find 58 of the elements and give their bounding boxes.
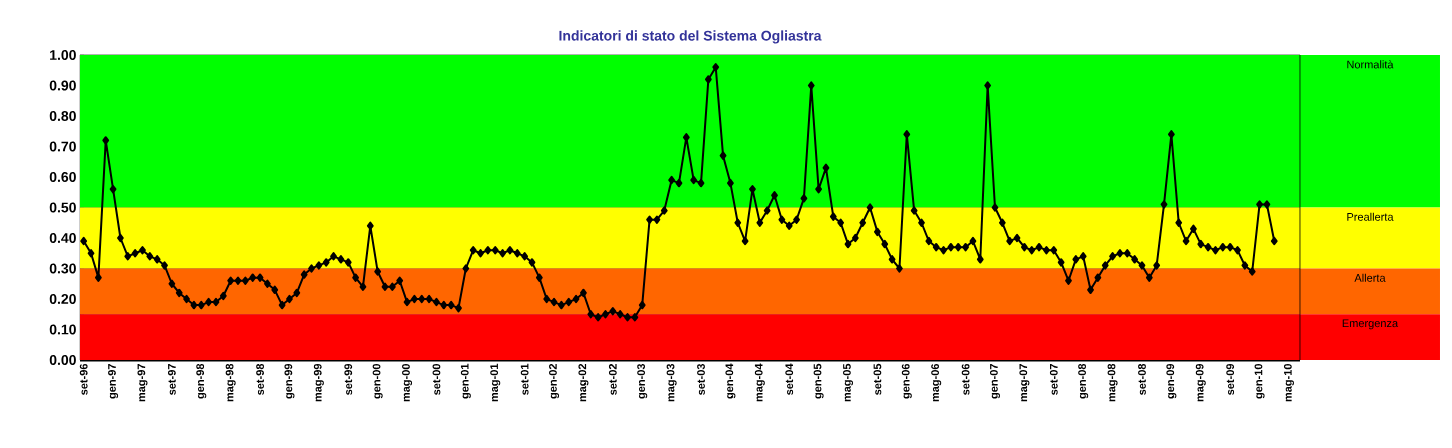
y-tick-label: 0.90: [49, 80, 76, 91]
x-tick-label: mag-04: [754, 363, 765, 402]
x-tick-label: set-97: [167, 364, 176, 395]
x-tick-label: set-02: [608, 363, 617, 395]
y-tick-label: 0.50: [49, 202, 76, 213]
x-tick-label: set-00: [432, 364, 441, 395]
x-tick-label: gen-09: [1166, 363, 1177, 399]
x-tick-label: set-98: [256, 363, 264, 395]
x-tick-label: mag-07: [1019, 364, 1030, 402]
x-tick-label: set-09: [1226, 363, 1235, 395]
y-tick-label: 0.70: [49, 141, 76, 152]
band-label: Allerta: [1354, 273, 1386, 282]
y-tick-label: 0.00: [49, 355, 76, 365]
band-label: Normalità: [1347, 60, 1394, 69]
x-tick-label: mag-06: [931, 363, 942, 402]
y-tick-label: 0.10: [49, 324, 76, 335]
x-tick-label: gen-05: [813, 363, 824, 399]
x-tick-label: set-08: [1138, 363, 1146, 395]
x-tick-label: mag-02: [578, 363, 589, 402]
y-tick-label: 0.30: [49, 263, 76, 274]
x-tick-label: set-03: [697, 363, 705, 395]
x-tick-label: mag-08: [1107, 363, 1118, 402]
x-tick-label: set-07: [1049, 364, 1058, 395]
x-tick-label: set-01: [520, 363, 529, 395]
x-tick-label: gen-98: [196, 363, 207, 399]
x-tick-label: mag-03: [666, 363, 677, 402]
band-label: Emergenza: [1342, 319, 1399, 330]
x-tick-label: gen-06: [901, 363, 912, 399]
x-tick-label: mag-99: [313, 363, 324, 402]
x-tick-label: set-04: [785, 363, 794, 395]
x-tick-label: gen-00: [372, 363, 383, 399]
x-tick-label: gen-08: [1078, 363, 1089, 399]
x-tick-label: gen-99: [284, 363, 295, 399]
x-tick-label: set-96: [79, 363, 88, 395]
x-tick-label: gen-02: [549, 363, 560, 399]
x-tick-label: set-99: [344, 363, 353, 395]
x-tick-label: mag-97: [137, 364, 148, 402]
y-tick-label: 0.40: [49, 233, 76, 243]
x-tick-label: mag-09: [1195, 363, 1206, 402]
x-tick-label: set-05: [873, 363, 882, 395]
x-tick-label: gen-03: [637, 363, 648, 399]
y-tick-label: 1.00: [50, 50, 76, 60]
x-tick-label: gen-07: [989, 364, 1000, 399]
x-tick-label: gen-04: [725, 363, 736, 399]
x-tick-label: mag-98: [225, 363, 236, 402]
y-tick-label: 0.80: [49, 111, 76, 121]
x-tick-label: set-06: [961, 363, 970, 395]
x-tick-label: mag-10: [1283, 363, 1294, 402]
y-tick-label: 0.20: [49, 294, 76, 304]
chart-title: Indicatori di stato del Sistema Ogliastra: [559, 30, 822, 44]
x-tick-label: mag-00: [402, 363, 413, 402]
x-tick-label: mag-05: [843, 363, 854, 402]
x-tick-label: mag-01: [490, 363, 501, 402]
band-label: Preallerta: [1347, 212, 1394, 221]
x-tick-label: gen-10: [1254, 363, 1265, 399]
x-tick-label: gen-97: [108, 364, 119, 399]
y-tick-label: 0.60: [49, 172, 76, 182]
x-tick-label: gen-01: [460, 363, 471, 399]
